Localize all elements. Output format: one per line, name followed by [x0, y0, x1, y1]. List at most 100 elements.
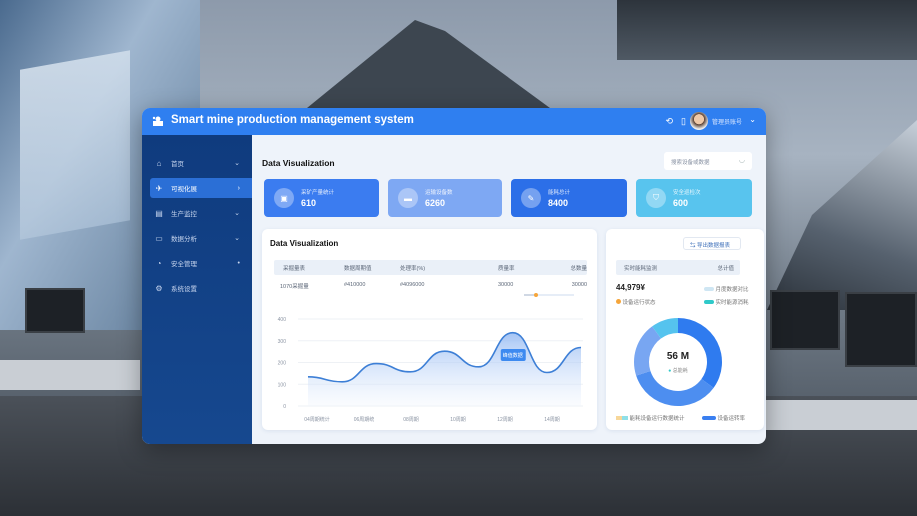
swatch-icon [704, 300, 714, 304]
x-tick-label: 06周期统 [354, 416, 375, 423]
legend-top-right: 月度数据对比 [704, 285, 749, 293]
plane-icon: ✈ [155, 183, 163, 193]
export-button[interactable]: ⇆ 导出数据报表 [683, 237, 741, 250]
chevron-down-icon[interactable]: ⌄ [749, 115, 756, 124]
donut-chart [634, 318, 722, 406]
page-title: Data Visualization [262, 158, 335, 168]
donut-center-value: 56 M [666, 351, 690, 362]
sidebar-item-analysis[interactable]: ▭ 数据分析 ⌄ [150, 228, 252, 248]
sidebar-item-monitoring[interactable]: ▤ 生产监控 ⌄ [150, 203, 252, 223]
bell-icon[interactable]: ▯ [681, 116, 686, 126]
desk [757, 400, 917, 430]
chart-panel: Data Visualization 采掘量表 数据周期值 处理率(%) 质量率… [262, 229, 597, 430]
table-cell: #4096000 [400, 282, 425, 288]
donut-slice[interactable] [634, 326, 661, 376]
donut-center-label: ● 总能耗 [668, 368, 688, 374]
y-tick-label: 400 [278, 317, 287, 323]
card-value: 8400 [548, 198, 569, 208]
card-label: 安全巡检次 [673, 190, 701, 196]
column-header: 总数量 [570, 266, 587, 272]
sidebar-item-home[interactable]: ⌂ 首页 ⌄ [150, 153, 252, 173]
column-header: 处理率(%) [400, 266, 426, 272]
monitor-icon: ▭ [155, 233, 163, 243]
card-label: 采矿产量统计 [301, 190, 335, 196]
monitor [845, 292, 917, 367]
sidebar: ⌂ 首页 ⌄ ✈ 可视化展 › ▤ 生产监控 ⌄ ▭ 数据分析 ⌄ ◔ 安全管理 • ⚙ 系统设置 [142, 135, 252, 444]
search-input[interactable]: 搜索设备或数据 ◡ [664, 152, 752, 170]
legend-orange: 设备运行状态 [616, 298, 656, 306]
total-value: 44,979¥ [616, 283, 645, 292]
window [20, 50, 130, 240]
card-label: 能耗总计 [548, 190, 571, 196]
x-tick-label: 10周期 [450, 417, 466, 423]
sidebar-item-label: 数据分析 [171, 236, 197, 243]
rock-wall [767, 120, 917, 310]
table-header: 采掘量表 数据周期值 处理率(%) 质量率 总数量 [274, 260, 587, 275]
sidebar-item-label: 首页 [171, 161, 184, 168]
chevron-down-icon: ⌄ [234, 235, 240, 242]
progress-bar [524, 293, 574, 297]
swatch-icon [704, 287, 714, 291]
user-name[interactable]: 管理员账号 [711, 120, 742, 126]
legend-teal: 实时能源消耗 [704, 298, 749, 306]
settings-icon: ⚙ [155, 283, 163, 293]
donut-slice[interactable] [678, 318, 722, 388]
sidebar-item-label: 可视化展 [171, 186, 197, 193]
table-cell: 30000 [571, 282, 587, 288]
x-tick-label: 04周期统计 [304, 416, 330, 423]
search-icon[interactable]: ◡ [738, 157, 745, 164]
avatar[interactable] [690, 112, 708, 130]
export-icon: ⇆ [690, 243, 698, 249]
tooltip [500, 349, 526, 361]
stat-card-vehicles[interactable]: ▬ 运输设备数 6260 [388, 179, 502, 217]
shield-icon: ⛉ [646, 188, 666, 208]
donut-slice[interactable] [636, 370, 714, 406]
card-value: 610 [301, 198, 317, 208]
sidebar-item-settings[interactable]: ⚙ 系统设置 [150, 278, 252, 298]
panel-title: Data Visualization [270, 239, 339, 248]
header-label: 实时能耗监测 [624, 266, 658, 272]
y-tick-label: 100 [278, 382, 287, 388]
stat-card-safety[interactable]: ⛉ 安全巡检次 600 [636, 179, 752, 217]
header: Smart mine production management system … [142, 108, 766, 135]
ceiling [617, 0, 917, 60]
mine-logo-icon [152, 116, 163, 126]
energy-panel: ⇆ 导出数据报表 实时能耗监测 总计值 44,979¥ 设备运行状态 月度数据对… [606, 229, 764, 430]
x-tick-label: 08周期 [403, 417, 419, 423]
legend-bottom-left: 能耗设备运行数据统计 [616, 414, 685, 422]
column-header: 采掘量表 [283, 266, 306, 272]
stat-card-output[interactable]: ▣ 采矿产量统计 610 [264, 179, 379, 217]
monitor [770, 290, 840, 350]
stat-card-energy[interactable]: ✎ 能耗总计 8400 [511, 179, 627, 217]
table-row[interactable]: 1070采掘量 #410000 #4096000 30000 30000 [274, 278, 587, 292]
swatch-icon [616, 416, 628, 420]
sidebar-item-visualization[interactable]: ✈ 可视化展 › [150, 178, 252, 198]
table-cell: #410000 [344, 282, 366, 288]
y-tick-label: 0 [283, 404, 286, 410]
app-title: Smart mine production management system [171, 114, 414, 126]
table-cell: 1070采掘量 [280, 284, 309, 290]
chevron-icon: › [237, 184, 240, 192]
gauge-icon: ◔ [156, 258, 162, 268]
sidebar-item-label: 生产监控 [171, 211, 197, 218]
dot-icon: • [237, 259, 240, 267]
column-header: 数据周期值 [344, 266, 372, 272]
x-tick-label: 12周期 [497, 417, 513, 423]
sidebar-item-label: 安全管理 [171, 261, 197, 268]
table-cell: 30000 [498, 282, 514, 288]
refresh-icon[interactable]: ⟲ [665, 116, 674, 126]
sidebar-item-safety[interactable]: ◔ 安全管理 • [150, 253, 252, 273]
monitor [25, 288, 85, 333]
legend-bottom-right: 设备运转率 [702, 414, 745, 422]
truck-icon: ▬ [398, 188, 418, 208]
home-icon: ⌂ [156, 158, 162, 168]
search-placeholder: 搜索设备或数据 [671, 160, 710, 166]
dot-icon [616, 299, 621, 304]
y-tick-label: 300 [278, 339, 287, 345]
donut-slice[interactable] [652, 318, 678, 339]
clipboard-icon: ▤ [155, 208, 163, 218]
area-chart: 0 100 200 300 400 04周期统计 06周期统 08周期 10周期 12周期 14周期… [278, 317, 583, 423]
legend-label: 能耗设备运行数据统计 [629, 416, 685, 422]
edit-icon: ✎ [521, 188, 541, 208]
legend-label: 设备运行状态 [622, 300, 656, 306]
